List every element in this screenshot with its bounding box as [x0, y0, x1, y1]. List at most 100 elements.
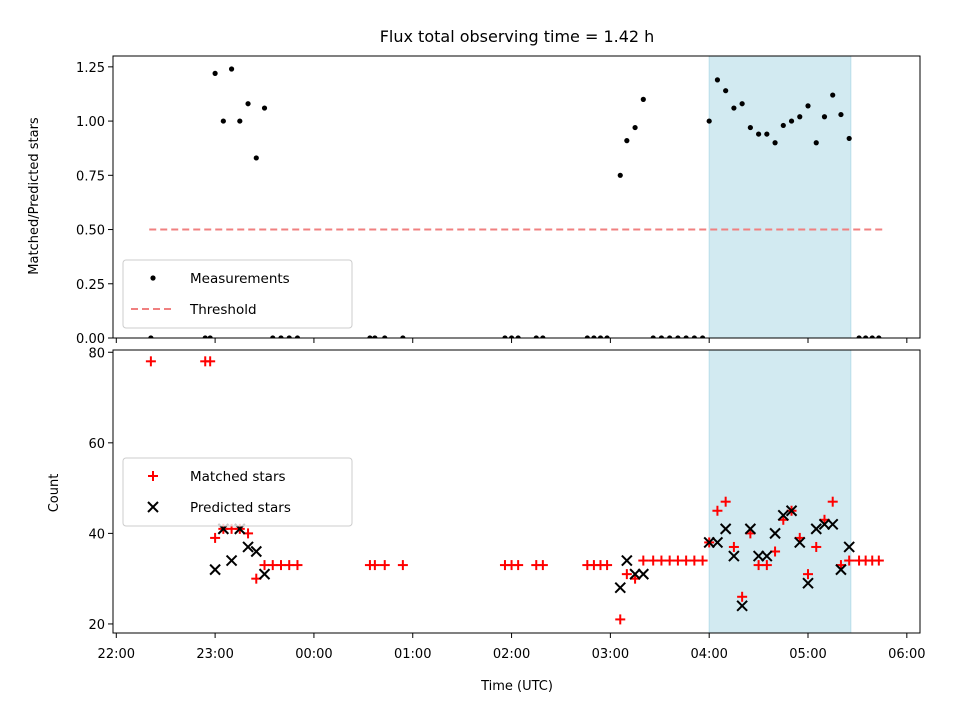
- data-point: [602, 560, 613, 571]
- data-point: [202, 335, 208, 338]
- data-point: [719, 523, 732, 535]
- data-point: [703, 536, 715, 549]
- legend-marker: [147, 501, 159, 513]
- data-point: [835, 563, 847, 576]
- x-tick-label: 02:00: [493, 647, 530, 662]
- data-point: [777, 509, 790, 521]
- data-point: [382, 335, 388, 338]
- data-point: [818, 518, 831, 531]
- plot-area: [145, 356, 884, 625]
- data-point: [869, 335, 875, 338]
- plot-area: [148, 66, 884, 338]
- chart-title: Flux total observing time = 1.42 h: [380, 27, 655, 46]
- data-point: [502, 335, 508, 338]
- x-tick-label: 22:00: [98, 647, 135, 662]
- data-point: [846, 135, 852, 142]
- data-point: [747, 124, 753, 131]
- data-point: [769, 527, 781, 540]
- data-point: [228, 66, 235, 72]
- y-tick-label: 60: [88, 437, 105, 452]
- legend-marker: [150, 275, 156, 281]
- data-point: [212, 70, 218, 76]
- data-point: [744, 523, 757, 535]
- bottom-ylabel: Count: [47, 474, 62, 513]
- data-point: [237, 118, 243, 124]
- data-point: [720, 496, 731, 507]
- y-tick-label: 20: [88, 618, 105, 633]
- data-point: [728, 541, 739, 552]
- data-point: [209, 563, 221, 576]
- data-point: [294, 335, 301, 338]
- data-point: [591, 335, 597, 338]
- data-point: [253, 155, 259, 161]
- data-point: [397, 560, 408, 571]
- data-point: [764, 131, 770, 137]
- data-point: [261, 105, 268, 111]
- data-point: [830, 92, 836, 98]
- x-tick-label: 03:00: [592, 647, 629, 662]
- data-point: [621, 569, 632, 580]
- data-point: [794, 536, 806, 549]
- data-point: [811, 541, 822, 552]
- x-tick-label: 04:00: [690, 647, 727, 662]
- x-tick-label: 06:00: [888, 647, 925, 662]
- data-point: [761, 560, 772, 571]
- data-point: [697, 555, 708, 566]
- data-point: [691, 335, 697, 338]
- highlight-span: [708, 349, 852, 634]
- top-ylabel: Matched/Predicted stars: [27, 117, 42, 275]
- data-point: [270, 335, 276, 338]
- data-point: [210, 532, 221, 543]
- data-point: [788, 118, 795, 124]
- data-point: [369, 560, 380, 571]
- y-tick-label: 40: [88, 527, 105, 542]
- data-point: [805, 103, 811, 109]
- data-point: [737, 591, 748, 602]
- data-point: [863, 335, 869, 338]
- data-point: [780, 122, 786, 129]
- legend-box: [122, 259, 353, 329]
- axes-frame: [112, 55, 921, 339]
- data-point: [515, 335, 521, 338]
- data-point: [537, 560, 548, 571]
- y-tick-label: 0.50: [76, 224, 105, 239]
- data-point: [700, 335, 706, 338]
- data-point: [802, 577, 814, 589]
- data-point: [621, 554, 633, 567]
- axes-frame: [112, 349, 921, 634]
- data-point: [615, 614, 626, 625]
- data-point: [148, 335, 154, 338]
- data-point: [292, 560, 303, 571]
- data-point: [667, 335, 673, 338]
- data-point: [797, 114, 803, 120]
- data-point: [756, 131, 762, 137]
- count-panel: 20 40 60 80 22:00 23:00 00:00 01:00 02:00 03:00 04…: [88, 346, 925, 662]
- legend-box: [122, 457, 353, 527]
- data-point: [813, 140, 819, 146]
- data-point: [675, 335, 681, 338]
- data-point: [803, 569, 814, 580]
- data-point: [712, 505, 723, 516]
- y-tick-label: 0.75: [76, 169, 105, 184]
- data-point: [632, 124, 638, 131]
- legend-label: Matched stars: [190, 469, 286, 485]
- data-point: [508, 335, 515, 338]
- data-point: [810, 523, 822, 535]
- data-point: [250, 545, 262, 558]
- data-point: [821, 114, 828, 120]
- data-point: [225, 554, 238, 567]
- y-tick-label: 1.00: [76, 115, 105, 130]
- legend: Measurements Threshold: [122, 259, 353, 329]
- data-point: [207, 335, 213, 338]
- y-tick-label: 1.25: [76, 61, 105, 76]
- data-point: [584, 335, 590, 338]
- y-tick-label: 0.00: [76, 332, 105, 347]
- legend: Matched stars Predicted stars: [122, 457, 353, 527]
- data-point: [711, 536, 724, 549]
- data-point: [258, 568, 271, 580]
- series-predicted-stars: [209, 505, 855, 612]
- data-point: [379, 560, 390, 571]
- data-point: [827, 496, 838, 507]
- legend-label: Predicted stars: [190, 500, 291, 516]
